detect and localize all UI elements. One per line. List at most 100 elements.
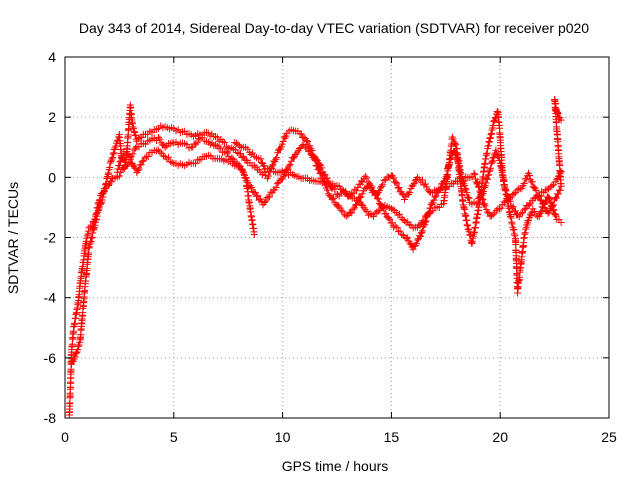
data-point (98, 196, 106, 204)
data-point (418, 228, 426, 236)
data-point (395, 184, 403, 192)
data-point (194, 135, 202, 143)
data-point (496, 205, 504, 213)
x-tick-label: 20 (492, 429, 508, 445)
data-point (471, 171, 479, 179)
y-tick-labels: -8 -6 -4 -2 0 2 4 (44, 49, 57, 426)
data-point (509, 226, 517, 234)
data-point (219, 138, 227, 146)
data-point (492, 206, 500, 214)
data-point (289, 154, 297, 162)
data-point (398, 230, 406, 238)
data-point (109, 150, 117, 158)
data-point (356, 193, 364, 201)
data-point (349, 205, 357, 213)
data-point (418, 176, 426, 184)
data-point (501, 183, 509, 191)
data-point (521, 230, 529, 238)
data-point (390, 174, 398, 182)
data-point (228, 144, 236, 152)
data-point (338, 186, 346, 194)
data-point (445, 163, 453, 171)
data-point (93, 212, 101, 220)
data-point (206, 140, 214, 148)
data-point (88, 234, 96, 242)
data-point (193, 139, 201, 147)
data-point (132, 144, 140, 152)
data-point (392, 178, 400, 186)
data-point (357, 193, 365, 201)
data-point (384, 214, 392, 222)
data-point (421, 218, 429, 226)
data-point (156, 135, 164, 143)
data-point (510, 230, 518, 238)
data-point (231, 157, 239, 165)
data-point (515, 213, 523, 221)
data-point (341, 189, 349, 197)
data-point (257, 155, 265, 163)
data-point (315, 165, 323, 173)
data-point (93, 215, 101, 223)
data-point (246, 182, 254, 190)
data-point (134, 167, 142, 175)
data-point (88, 233, 96, 241)
data-point (353, 201, 361, 209)
data-point (442, 174, 450, 182)
data-point (525, 214, 533, 222)
data-point (451, 140, 459, 148)
data-point (510, 225, 518, 233)
data-point (409, 181, 417, 189)
data-point (226, 145, 234, 153)
data-point (544, 193, 552, 201)
data-point (233, 149, 241, 157)
data-point (165, 153, 173, 161)
data-point (400, 196, 408, 204)
data-point (423, 183, 431, 191)
data-point (323, 186, 331, 194)
data-point (477, 191, 485, 199)
data-point (400, 217, 408, 225)
data-point (487, 131, 495, 139)
data-point (545, 194, 553, 202)
data-point (451, 148, 459, 156)
data-point (87, 237, 95, 245)
data-point (292, 151, 300, 159)
data-point (225, 152, 233, 160)
data-point (159, 152, 167, 160)
data-point (84, 230, 92, 238)
data-point (380, 176, 388, 184)
x-axis-label: GPS time / hours (282, 458, 389, 474)
data-point (155, 133, 163, 141)
data-point (91, 221, 99, 229)
data-point (126, 154, 134, 162)
data-point (241, 155, 249, 163)
data-point (374, 195, 382, 203)
data-point (307, 150, 315, 158)
data-point (554, 110, 562, 118)
data-point (391, 222, 399, 230)
data-point (115, 172, 123, 180)
data-point (530, 207, 538, 215)
data-point (487, 129, 495, 137)
data-point (474, 179, 482, 187)
data-point (97, 199, 105, 207)
data-point (450, 138, 458, 146)
data-point (472, 175, 480, 183)
data-point (405, 221, 413, 229)
y-tick-label: 2 (48, 109, 56, 125)
data-point (382, 209, 390, 217)
data-point (286, 161, 294, 169)
data-point (130, 127, 138, 135)
data-point (517, 210, 525, 218)
data-point (444, 164, 452, 172)
data-point (262, 197, 270, 205)
data-point (509, 203, 517, 211)
data-point (105, 169, 113, 177)
data-point (284, 165, 292, 173)
data-point (479, 196, 487, 204)
data-point (206, 132, 214, 140)
data-point (84, 227, 92, 235)
data-point (369, 186, 377, 194)
data-point (94, 208, 102, 216)
data-point (464, 193, 472, 201)
